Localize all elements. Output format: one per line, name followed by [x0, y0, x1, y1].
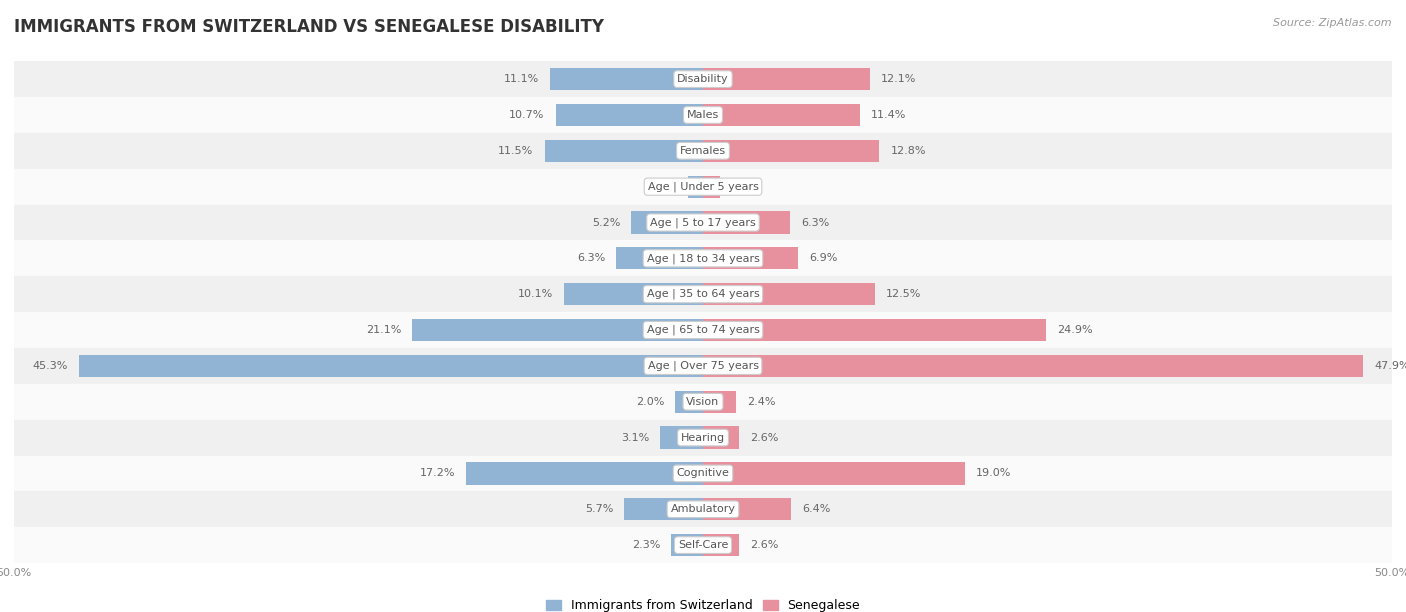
Text: Age | Over 75 years: Age | Over 75 years [648, 360, 758, 371]
Bar [14, 455, 1392, 491]
Text: 12.8%: 12.8% [890, 146, 927, 156]
Bar [703, 355, 1362, 377]
Text: 1.1%: 1.1% [648, 182, 676, 192]
Text: 2.0%: 2.0% [636, 397, 665, 407]
Bar [14, 491, 1392, 527]
Bar [703, 283, 875, 305]
Bar [703, 319, 1046, 341]
Text: 6.4%: 6.4% [803, 504, 831, 514]
Bar [544, 140, 703, 162]
Bar [564, 283, 703, 305]
Bar [703, 68, 870, 90]
Bar [703, 211, 790, 234]
Bar [703, 104, 860, 126]
Bar [14, 420, 1392, 455]
Text: 10.7%: 10.7% [509, 110, 544, 120]
Text: Age | 18 to 34 years: Age | 18 to 34 years [647, 253, 759, 264]
Bar [14, 348, 1392, 384]
Bar [624, 498, 703, 520]
Bar [661, 427, 703, 449]
Bar [703, 247, 799, 269]
Text: 19.0%: 19.0% [976, 468, 1011, 479]
Text: 24.9%: 24.9% [1057, 325, 1092, 335]
Bar [14, 241, 1392, 276]
Text: 17.2%: 17.2% [419, 468, 456, 479]
Bar [79, 355, 703, 377]
Bar [616, 247, 703, 269]
Text: 5.7%: 5.7% [585, 504, 613, 514]
Text: Age | 5 to 17 years: Age | 5 to 17 years [650, 217, 756, 228]
Bar [555, 104, 703, 126]
Bar [14, 312, 1392, 348]
Bar [14, 276, 1392, 312]
Bar [14, 169, 1392, 204]
Text: 12.5%: 12.5% [886, 289, 922, 299]
Bar [675, 390, 703, 413]
Text: 12.1%: 12.1% [880, 74, 917, 84]
Text: Self-Care: Self-Care [678, 540, 728, 550]
Text: 5.2%: 5.2% [592, 217, 620, 228]
Bar [703, 390, 737, 413]
Bar [14, 204, 1392, 241]
Bar [703, 427, 738, 449]
Bar [671, 534, 703, 556]
Bar [703, 176, 720, 198]
Bar [688, 176, 703, 198]
Text: IMMIGRANTS FROM SWITZERLAND VS SENEGALESE DISABILITY: IMMIGRANTS FROM SWITZERLAND VS SENEGALES… [14, 18, 605, 36]
Text: 2.4%: 2.4% [747, 397, 776, 407]
Text: Age | 35 to 64 years: Age | 35 to 64 years [647, 289, 759, 299]
Text: 11.4%: 11.4% [872, 110, 907, 120]
Text: Ambulatory: Ambulatory [671, 504, 735, 514]
Text: Disability: Disability [678, 74, 728, 84]
Text: Source: ZipAtlas.com: Source: ZipAtlas.com [1274, 18, 1392, 28]
Text: Age | Under 5 years: Age | Under 5 years [648, 181, 758, 192]
Bar [14, 97, 1392, 133]
Text: Vision: Vision [686, 397, 720, 407]
Bar [703, 140, 879, 162]
Text: 2.6%: 2.6% [749, 540, 779, 550]
Text: Cognitive: Cognitive [676, 468, 730, 479]
Bar [703, 498, 792, 520]
Text: 2.6%: 2.6% [749, 433, 779, 442]
Text: 3.1%: 3.1% [621, 433, 650, 442]
Bar [14, 384, 1392, 420]
Text: 10.1%: 10.1% [517, 289, 553, 299]
Bar [14, 61, 1392, 97]
Text: Males: Males [688, 110, 718, 120]
Bar [703, 534, 738, 556]
Text: 6.3%: 6.3% [576, 253, 605, 263]
Text: Hearing: Hearing [681, 433, 725, 442]
Bar [14, 527, 1392, 563]
Text: Age | 65 to 74 years: Age | 65 to 74 years [647, 325, 759, 335]
Text: 6.3%: 6.3% [801, 217, 830, 228]
Legend: Immigrants from Switzerland, Senegalese: Immigrants from Switzerland, Senegalese [541, 594, 865, 612]
Text: 11.5%: 11.5% [498, 146, 533, 156]
Bar [412, 319, 703, 341]
Text: 47.9%: 47.9% [1374, 361, 1406, 371]
Bar [703, 462, 965, 485]
Bar [550, 68, 703, 90]
Bar [465, 462, 703, 485]
Text: 1.2%: 1.2% [731, 182, 759, 192]
Text: 45.3%: 45.3% [32, 361, 67, 371]
Text: 2.3%: 2.3% [631, 540, 661, 550]
Text: 21.1%: 21.1% [366, 325, 401, 335]
Bar [631, 211, 703, 234]
Text: 11.1%: 11.1% [503, 74, 538, 84]
Bar [14, 133, 1392, 169]
Text: 6.9%: 6.9% [808, 253, 838, 263]
Text: Females: Females [681, 146, 725, 156]
